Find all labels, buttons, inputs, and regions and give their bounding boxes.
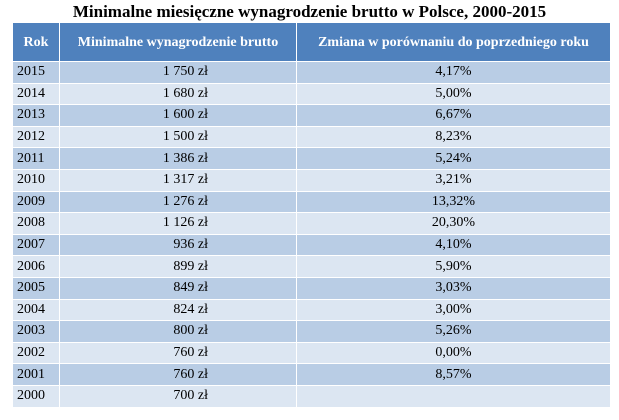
change-cell: 5,24% [296,147,611,170]
year-cell: 2008 [12,212,60,235]
year-cell: 2015 [12,61,60,84]
wage-cell: 700 zł [59,384,297,408]
table-row: 2010 1 317 zł 3,21% [12,168,611,192]
wage-cell: 936 zł [59,233,297,257]
wage-cell: 1 276 zł [59,190,297,214]
wage-cell: 800 zł [59,320,297,343]
change-cell: 3,00% [296,298,611,322]
header-year: Rok [12,22,60,62]
change-cell: 5,90% [296,255,611,278]
change-cell: 3,21% [296,168,611,192]
change-cell: 5,00% [296,82,611,106]
wage-cell: 1 386 zł [59,147,297,170]
year-cell: 2001 [12,363,60,386]
wage-cell: 1 600 zł [59,104,297,127]
table-row: 2003 800 zł 5,26% [12,320,611,343]
change-cell: 0,00% [296,341,611,365]
change-cell [296,384,611,408]
year-cell: 2011 [12,147,60,170]
wage-cell: 1 317 zł [59,168,297,192]
table-row: 2007 936 zł 4,10% [12,233,611,257]
wage-cell: 1 680 zł [59,82,297,106]
table-title: Minimalne miesięczne wynagrodzenie brutt… [72,2,547,21]
wage-cell: 1 126 zł [59,212,297,235]
change-cell: 13,32% [296,190,611,214]
year-cell: 2014 [12,82,60,106]
year-cell: 2003 [12,320,60,343]
wage-cell: 849 zł [59,276,297,300]
change-cell: 8,57% [296,363,611,386]
change-cell: 4,10% [296,233,611,257]
change-cell: 3,03% [296,276,611,300]
year-cell: 2007 [12,233,60,257]
year-cell: 2004 [12,298,60,322]
wage-cell: 1 500 zł [59,125,297,149]
table-row: 2009 1 276 zł 13,32% [12,190,611,214]
table-row: 2000 700 zł [12,384,611,408]
wage-cell: 899 zł [59,255,297,278]
year-cell: 2009 [12,190,60,214]
table-row: 2002 760 zł 0,00% [12,341,611,365]
wage-cell: 1 750 zł [59,61,297,84]
change-cell: 5,26% [296,320,611,343]
change-cell: 6,67% [296,104,611,127]
table-row: 2013 1 600 zł 6,67% [12,104,611,127]
year-cell: 2006 [12,255,60,278]
year-cell: 2002 [12,341,60,365]
wage-table: Rok Minimalne wynagrodzenie brutto Zmian… [12,22,611,408]
table-row: 2001 760 zł 8,57% [12,363,611,386]
table-row: 2014 1 680 zł 5,00% [12,82,611,106]
table-row: 2004 824 zł 3,00% [12,298,611,322]
wage-cell: 824 zł [59,298,297,322]
table-row: 2005 849 zł 3,03% [12,276,611,300]
year-cell: 2013 [12,104,60,127]
wage-cell: 760 zł [59,363,297,386]
year-cell: 2012 [12,125,60,149]
table-row: 2012 1 500 zł 8,23% [12,125,611,149]
table-row: 2015 1 750 zł 4,17% [12,61,611,84]
header-row: Rok Minimalne wynagrodzenie brutto Zmian… [12,22,611,62]
year-cell: 2005 [12,276,60,300]
header-wage: Minimalne wynagrodzenie brutto [59,22,297,62]
year-cell: 2010 [12,168,60,192]
year-cell: 2000 [12,384,60,408]
change-cell: 4,17% [296,61,611,84]
header-change: Zmiana w porównaniu do poprzedniego roku [296,22,611,62]
table-row: 2006 899 zł 5,90% [12,255,611,278]
wage-cell: 760 zł [59,341,297,365]
table-row: 2008 1 126 zł 20,30% [12,212,611,235]
table-row: 2011 1 386 zł 5,24% [12,147,611,170]
change-cell: 20,30% [296,212,611,235]
change-cell: 8,23% [296,125,611,149]
